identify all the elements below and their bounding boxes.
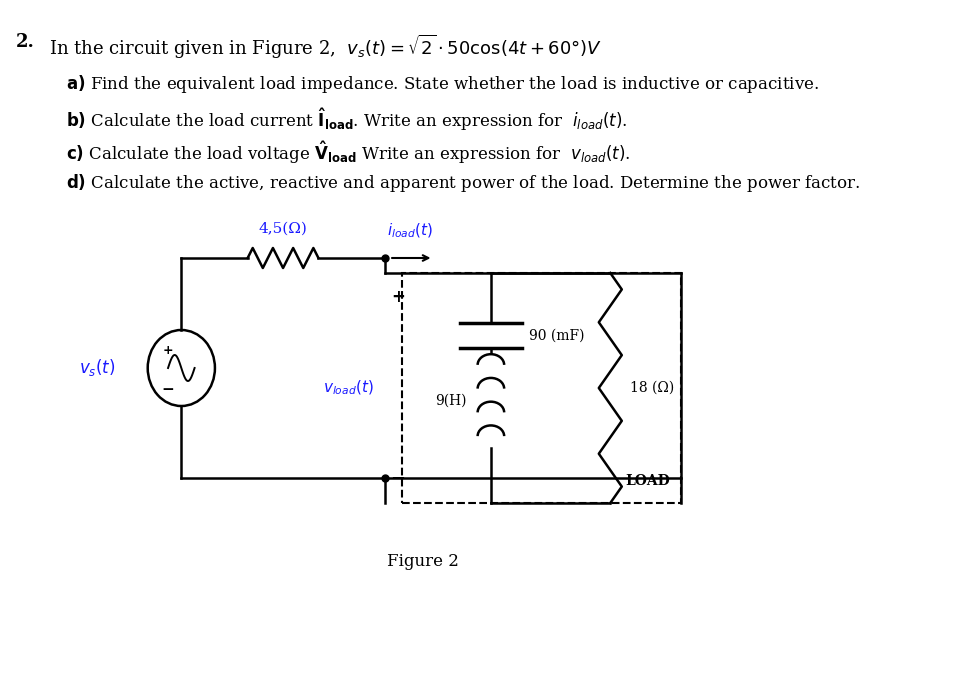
Text: $\mathbf{c)}$ Calculate the load voltage $\mathbf{\hat{V}_{load}}$ Write an expr: $\mathbf{c)}$ Calculate the load voltage… <box>66 139 631 165</box>
Text: 18 (Ω): 18 (Ω) <box>630 381 674 395</box>
Text: $\mathbf{a)}$ Find the equivalent load impedance. State whether the load is indu: $\mathbf{a)}$ Find the equivalent load i… <box>66 73 819 95</box>
Text: In the circuit given in Figure 2,  $v_s(t) = \sqrt{2}\cdot50\cos(4t+60°)V$: In the circuit given in Figure 2, $v_s(t… <box>49 33 602 61</box>
Text: −: − <box>390 470 406 488</box>
Text: +: + <box>391 288 405 306</box>
Text: 9(H): 9(H) <box>435 393 467 407</box>
Text: $v_{load}(t)$: $v_{load}(t)$ <box>323 379 374 397</box>
Text: Figure 2: Figure 2 <box>387 553 458 570</box>
Text: $i_{load}(t)$: $i_{load}(t)$ <box>387 222 433 240</box>
Text: 90 (mF): 90 (mF) <box>529 329 585 342</box>
Text: 2.: 2. <box>16 33 34 51</box>
Text: 4,5(Ω): 4,5(Ω) <box>258 222 307 236</box>
Text: $\mathbf{b)}$ Calculate the load current $\mathbf{\hat{I}_{load}}$. Write an exp: $\mathbf{b)}$ Calculate the load current… <box>66 106 628 133</box>
Text: −: − <box>162 382 174 397</box>
Text: $v_s(t)$: $v_s(t)$ <box>78 357 115 378</box>
Text: $\mathbf{d)}$ Calculate the active, reactive and apparent power of the load. Det: $\mathbf{d)}$ Calculate the active, reac… <box>66 172 860 194</box>
Text: LOAD: LOAD <box>626 474 671 488</box>
Text: +: + <box>163 344 173 357</box>
